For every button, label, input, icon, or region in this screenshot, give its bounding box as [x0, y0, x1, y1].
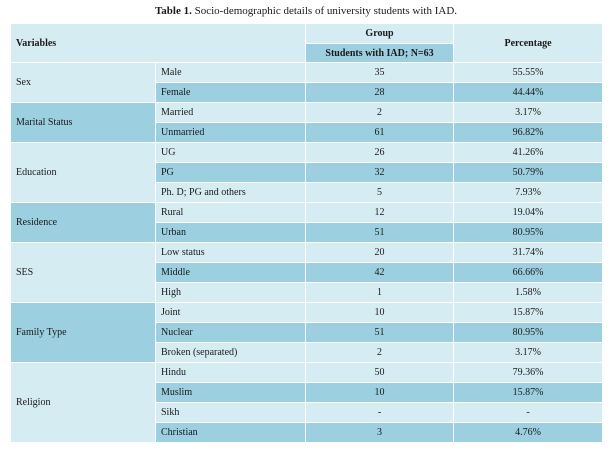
table-row: Residence Rural 12 19.04% [10, 202, 604, 243]
category-label: Christian [154, 422, 307, 443]
table-row: Family Type Joint 10 15.87% [10, 302, 604, 363]
table-row: Sikh - - [11, 402, 604, 423]
table-row: High 1 1.58% [11, 282, 604, 303]
count-cell: - [305, 402, 455, 423]
percentage-cell: 3.17% [453, 102, 604, 123]
variable-name: Family Type [10, 302, 156, 363]
table-row: PG 32 50.79% [11, 162, 604, 183]
table-row: Nuclear 51 80.95% [11, 322, 604, 343]
category-label: Urban [154, 222, 307, 243]
table-row: Education UG 26 41.26% [10, 142, 604, 203]
percentage-cell: 79.36% [453, 362, 604, 383]
count-cell: 35 [305, 62, 455, 83]
category-label: Broken (separated) [154, 342, 307, 363]
percentage-cell: 1.58% [453, 282, 604, 303]
table-row: Muslim 10 15.87% [11, 382, 604, 403]
percentage-cell: 80.95% [453, 222, 604, 243]
category-label: Sikh [154, 402, 307, 423]
table-row: Religion Hindu 50 79.36% [10, 362, 604, 443]
variable-name: SES [10, 242, 156, 303]
header-percentage: Percentage [453, 23, 604, 63]
category-label: UG [154, 142, 307, 163]
table-row: SES Low status 20 31.74% [10, 242, 604, 303]
category-label: Rural [154, 202, 307, 223]
variable-name: Residence [10, 202, 156, 243]
caption-label: Table 1. [154, 5, 192, 17]
category-label: High [154, 282, 307, 303]
count-cell: 5 [305, 182, 455, 203]
table-row: Marital Status Married 2 3.17% [10, 102, 604, 143]
percentage-cell: 19.04% [453, 202, 604, 223]
percentage-cell: 96.82% [453, 122, 604, 143]
count-cell: 20 [305, 242, 455, 263]
count-cell: 2 [305, 102, 455, 123]
variable-name: Education [10, 142, 156, 203]
sociodemographic-table: Variables Group Percentage Students with… [9, 23, 604, 443]
variable-name: Sex [10, 62, 156, 103]
count-cell: 42 [305, 262, 455, 283]
count-cell: 1 [305, 282, 455, 303]
variable-name: Religion [10, 362, 156, 443]
count-cell: 2 [305, 342, 455, 363]
category-label: Female [154, 82, 307, 103]
caption-text: Socio-demographic details of university … [191, 5, 458, 17]
category-label: PG [154, 162, 307, 183]
category-label: Hindu [154, 362, 307, 383]
table-row: Ph. D; PG and others 5 7.93% [11, 182, 604, 203]
count-cell: 26 [305, 142, 455, 163]
percentage-cell: 80.95% [453, 322, 604, 343]
category-label: Nuclear [154, 322, 307, 343]
category-label: Muslim [154, 382, 307, 403]
category-label: Male [154, 62, 307, 83]
percentage-cell: 4.76% [453, 422, 604, 443]
count-cell: 61 [305, 122, 455, 143]
count-cell: 51 [305, 222, 455, 243]
percentage-cell: 7.93% [453, 182, 604, 203]
count-cell: 28 [305, 82, 455, 103]
percentage-cell: 31.74% [453, 242, 604, 263]
table-row: Christian 3 4.76% [11, 422, 604, 443]
category-label: Joint [154, 302, 307, 323]
category-label: Ph. D; PG and others [154, 182, 307, 203]
percentage-cell: 66.66% [453, 262, 604, 283]
percentage-cell: 44.44% [453, 82, 604, 103]
count-cell: 12 [305, 202, 455, 223]
table-caption: Table 1. Socio-demographic details of un… [0, 0, 612, 22]
count-cell: 10 [305, 302, 455, 323]
percentage-cell: 15.87% [453, 302, 604, 323]
category-label: Married [154, 102, 307, 123]
category-label: Middle [154, 262, 307, 283]
count-cell: 32 [305, 162, 455, 183]
percentage-cell: 55.55% [453, 62, 604, 83]
count-cell: 51 [305, 322, 455, 343]
count-cell: 10 [305, 382, 455, 403]
header-variables: Variables [9, 23, 307, 63]
percentage-cell: - [453, 402, 604, 423]
percentage-cell: 15.87% [453, 382, 604, 403]
percentage-cell: 3.17% [453, 342, 604, 363]
category-label: Low status [154, 242, 307, 263]
variable-name: Marital Status [10, 102, 156, 143]
percentage-cell: 50.79% [453, 162, 604, 183]
header-group: Group [305, 23, 455, 44]
count-cell: 3 [305, 422, 455, 443]
count-cell: 50 [305, 362, 455, 383]
percentage-cell: 41.26% [453, 142, 604, 163]
table-row: Sex Male 35 55.55% [10, 62, 604, 103]
category-label: Unmarried [154, 122, 307, 143]
table-row: Urban 51 80.95% [11, 222, 604, 243]
header-group-sub: Students with IAD; N=63 [305, 43, 455, 63]
